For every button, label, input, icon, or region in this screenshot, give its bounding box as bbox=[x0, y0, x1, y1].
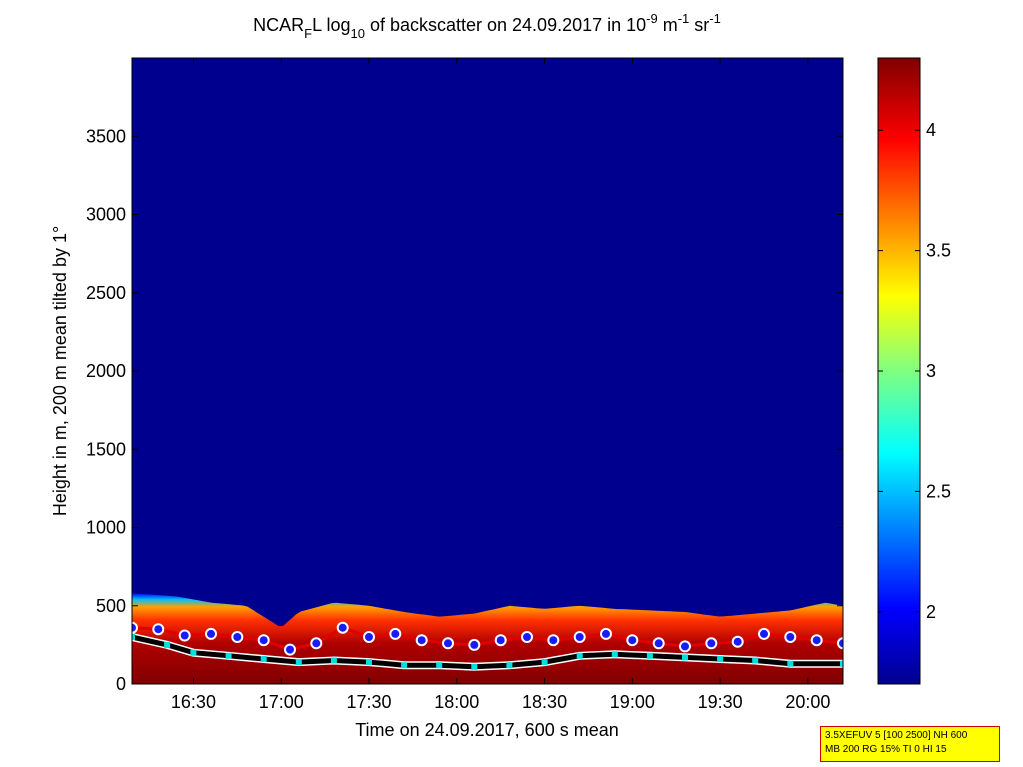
colorbar-tick-label: 2 bbox=[926, 602, 936, 622]
layer-marker-point bbox=[205, 627, 217, 640]
layer-marker-point bbox=[784, 631, 797, 643]
x-tick-label: 19:00 bbox=[610, 692, 655, 712]
layer-marker-point bbox=[231, 631, 244, 643]
layer-marker-point bbox=[310, 637, 323, 650]
layer-marker-point bbox=[442, 637, 454, 650]
chart-title: NCARFL log10 of backscatter on 24.09.201… bbox=[253, 11, 721, 41]
colorbar-tick-label: 3.5 bbox=[926, 241, 951, 261]
heatmap-plot-area bbox=[131, 57, 844, 685]
mixing-layer-marker bbox=[295, 659, 302, 666]
layer-marker-point bbox=[600, 627, 612, 640]
x-tick-label: 18:00 bbox=[434, 692, 479, 712]
mixing-layer-marker bbox=[752, 657, 759, 664]
mixing-layer-marker bbox=[366, 659, 372, 666]
layer-marker-point bbox=[468, 638, 481, 651]
title-sup1: -9 bbox=[646, 11, 658, 26]
layer-marker-point bbox=[257, 634, 270, 647]
mixing-layer-marker bbox=[541, 659, 548, 666]
colorbar-tick-label: 3 bbox=[926, 361, 936, 381]
layer-marker-point bbox=[363, 631, 375, 643]
x-tick-label: 20:00 bbox=[785, 692, 830, 712]
mixing-layer-marker bbox=[471, 663, 478, 670]
colorbar-tick-label: 2.5 bbox=[926, 481, 951, 501]
info-line-2: MB 200 RG 15% TI 0 HI 15 bbox=[825, 744, 947, 755]
y-tick-label: 0 bbox=[116, 674, 126, 694]
colorbar: 2 2.5 3 3.5 4 bbox=[877, 57, 951, 685]
mixing-layer-marker bbox=[132, 634, 135, 640]
layer-marker-point bbox=[837, 637, 843, 650]
y-axis-label: Height in m, 200 m mean tilted by 1° bbox=[50, 226, 70, 516]
mixing-layer-marker bbox=[436, 662, 443, 669]
layer-marker-point bbox=[652, 637, 665, 650]
title-tail: of backscatter on 24.09.2017 in 10 bbox=[365, 15, 646, 35]
layer-outline-line bbox=[132, 626, 843, 652]
title-sub1: F bbox=[304, 26, 312, 41]
layer-marker-point bbox=[679, 640, 691, 653]
mixing-layer-marker bbox=[787, 660, 794, 667]
colorbar-ticks: 2 2.5 3 3.5 4 bbox=[878, 120, 951, 622]
mixing-layer-marker bbox=[401, 662, 408, 669]
layer-marker-point bbox=[389, 627, 402, 640]
colorbar-tick-label: 4 bbox=[926, 120, 936, 140]
layer-marker-point bbox=[573, 631, 586, 643]
layer-marker-point bbox=[626, 634, 639, 647]
title-unit1: m bbox=[658, 15, 678, 35]
y-tick-label: 2000 bbox=[86, 361, 126, 381]
settings-info-box: 3.5XEFUV 5 [100 2500] NH 600 MB 200 RG 1… bbox=[820, 726, 1000, 762]
mixing-layer-marker bbox=[611, 651, 618, 658]
title-mid: L log bbox=[312, 15, 350, 35]
layer-marker-point bbox=[132, 621, 138, 634]
layer-marker-point bbox=[810, 634, 823, 647]
mixing-layer-marker bbox=[190, 649, 197, 656]
layer-marker-point bbox=[731, 635, 744, 648]
layer-marker-point bbox=[415, 634, 428, 647]
heatmap-layers bbox=[132, 593, 843, 684]
y-axis: 0 500 1000 1500 2000 2500 3000 3500 bbox=[86, 126, 843, 694]
layer-marker-point bbox=[336, 621, 349, 634]
y-tick-label: 500 bbox=[96, 596, 126, 616]
mixing-layer-marker bbox=[164, 641, 171, 648]
x-axis: 16:30 17:00 17:30 18:00 18:30 19:00 19:30 20:00 bbox=[171, 58, 830, 712]
layer-marker-point bbox=[705, 637, 718, 650]
mixing-layer-marker bbox=[576, 652, 583, 659]
title-sub2: 10 bbox=[350, 26, 364, 41]
layer-marker-point bbox=[178, 629, 191, 642]
mixing-layer-marker bbox=[225, 652, 232, 659]
mixing-layer-marker bbox=[646, 652, 653, 659]
title-sup2: -1 bbox=[678, 11, 690, 26]
layer-marker-point bbox=[521, 631, 533, 643]
mixing-layer-marker bbox=[260, 656, 267, 662]
colorbar-gradient bbox=[877, 57, 921, 685]
y-tick-label: 3000 bbox=[86, 205, 126, 225]
title-lead: NCAR bbox=[253, 15, 304, 35]
layer-marker-point bbox=[494, 634, 507, 647]
x-tick-label: 16:30 bbox=[171, 692, 216, 712]
x-tick-label: 17:00 bbox=[259, 692, 304, 712]
x-tick-label: 17:30 bbox=[346, 692, 391, 712]
title-unit2: sr bbox=[689, 15, 709, 35]
y-tick-label: 1500 bbox=[86, 439, 126, 459]
heatmap-background bbox=[132, 58, 843, 684]
x-tick-label: 18:30 bbox=[522, 692, 567, 712]
x-tick-label: 19:30 bbox=[698, 692, 743, 712]
layer-marker-point bbox=[758, 627, 770, 640]
title-sup3: -1 bbox=[709, 11, 721, 26]
y-tick-label: 1000 bbox=[86, 518, 126, 538]
mixing-layer-marker bbox=[682, 654, 688, 661]
mixing-layer-marker bbox=[840, 660, 843, 667]
y-tick-label: 3500 bbox=[86, 126, 126, 146]
layer-marker-point bbox=[547, 634, 560, 647]
layer-marker-point bbox=[284, 643, 296, 656]
layer-marker-point bbox=[152, 623, 165, 636]
x-axis-label: Time on 24.09.2017, 600 s mean bbox=[355, 720, 619, 740]
info-line-1: 3.5XEFUV 5 [100 2500] NH 600 bbox=[825, 730, 968, 741]
mixing-layer-marker bbox=[717, 656, 724, 662]
mixing-layer-marker bbox=[506, 662, 513, 669]
mixing-layer-marker bbox=[330, 657, 337, 664]
y-tick-label: 2500 bbox=[86, 283, 126, 303]
